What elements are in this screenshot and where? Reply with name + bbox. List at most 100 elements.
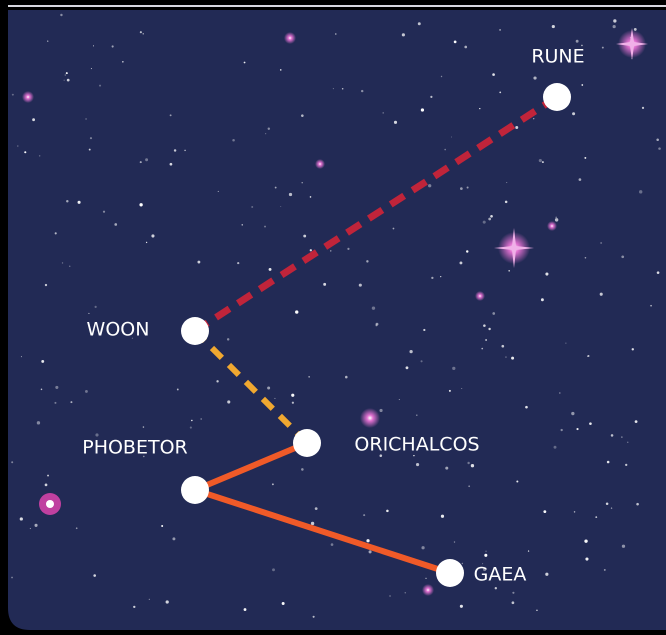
dust-star — [310, 249, 312, 251]
dust-star — [90, 137, 92, 139]
dust-star — [554, 446, 557, 449]
dust-star — [272, 568, 275, 571]
dust-star — [511, 357, 514, 360]
dust-star — [269, 268, 272, 271]
dust-star — [11, 461, 13, 463]
dust-star — [47, 475, 49, 477]
dust-star — [405, 592, 406, 593]
dust-star — [581, 84, 583, 86]
dust-star — [95, 306, 97, 308]
dust-star — [265, 133, 266, 134]
dust-star — [461, 388, 462, 389]
dust-star — [533, 118, 534, 119]
dust-star — [542, 161, 544, 163]
dust-star — [650, 305, 652, 307]
dust-star — [161, 525, 163, 527]
dust-star — [12, 94, 14, 96]
dust-star — [313, 616, 315, 618]
dust-star — [576, 428, 578, 430]
node-label: PHOBETOR — [82, 437, 188, 459]
dust-star — [613, 25, 616, 28]
dust-star — [264, 226, 266, 228]
dust-star — [613, 19, 616, 22]
dust-star — [201, 418, 202, 419]
dust-star — [431, 277, 433, 279]
dust-star — [560, 429, 562, 431]
dust-star — [627, 442, 628, 443]
dust-star — [579, 178, 582, 181]
dust-star — [483, 324, 486, 327]
dust-star — [611, 434, 614, 437]
dust-star — [421, 546, 424, 549]
dust-star — [393, 228, 395, 230]
node[interactable] — [543, 83, 571, 111]
dust-star — [39, 155, 40, 156]
dust-star — [389, 595, 391, 597]
dust-star — [143, 426, 145, 428]
dust-star — [499, 91, 501, 93]
dust-star — [541, 298, 544, 301]
dust-star — [528, 550, 529, 551]
dust-star — [595, 516, 597, 518]
dust-star — [483, 221, 486, 224]
dust-star — [372, 306, 375, 309]
dust-star — [386, 510, 389, 513]
dust-star — [459, 261, 462, 264]
node-label: ORICHALCOS — [354, 434, 479, 456]
dust-star — [545, 273, 548, 276]
star — [547, 221, 557, 231]
dust-star — [632, 348, 634, 350]
dust-star — [54, 402, 56, 404]
node-label: RUNE — [531, 46, 584, 68]
dust-star — [508, 270, 510, 272]
dust-star — [636, 503, 639, 506]
dust-star — [363, 514, 365, 516]
dust-star — [621, 255, 624, 258]
dust-star — [143, 33, 144, 34]
star — [360, 408, 380, 428]
dust-star — [227, 338, 229, 340]
dust-star — [428, 184, 431, 187]
dust-star — [602, 47, 604, 49]
dust-star — [382, 112, 384, 114]
node[interactable] — [293, 429, 321, 457]
dust-star — [600, 293, 603, 296]
dust-star — [488, 328, 490, 330]
dust-star — [658, 147, 661, 150]
dust-star — [20, 517, 23, 520]
dust-star — [485, 551, 486, 552]
dust-star — [280, 69, 282, 71]
dust-star — [333, 88, 334, 89]
dust-star — [584, 539, 587, 542]
dust-star — [555, 217, 556, 218]
node[interactable] — [181, 317, 209, 345]
dust-star — [78, 201, 81, 204]
dust-star — [366, 539, 369, 542]
dust-star — [70, 401, 72, 403]
dust-star — [571, 412, 574, 415]
dust-star — [492, 312, 495, 315]
node[interactable] — [436, 559, 464, 587]
dust-star — [67, 79, 70, 82]
dust-star — [545, 573, 548, 576]
dust-star — [635, 420, 638, 423]
dust-star — [170, 114, 172, 116]
dust-star — [267, 387, 270, 390]
dust-star — [576, 40, 579, 43]
dust-star — [302, 182, 303, 183]
dust-star — [423, 329, 425, 331]
dust-star — [301, 114, 304, 117]
dust-star — [37, 421, 40, 424]
dust-star — [533, 76, 536, 79]
dust-star — [103, 211, 105, 213]
dust-star — [485, 339, 487, 341]
dust-star — [172, 537, 175, 540]
dust-star — [151, 234, 154, 237]
star — [315, 159, 325, 169]
node[interactable] — [181, 476, 209, 504]
dust-star — [190, 427, 192, 429]
dust-star — [369, 550, 372, 553]
dust-star — [335, 33, 336, 34]
dust-star — [17, 145, 18, 146]
dust-star — [462, 563, 463, 564]
